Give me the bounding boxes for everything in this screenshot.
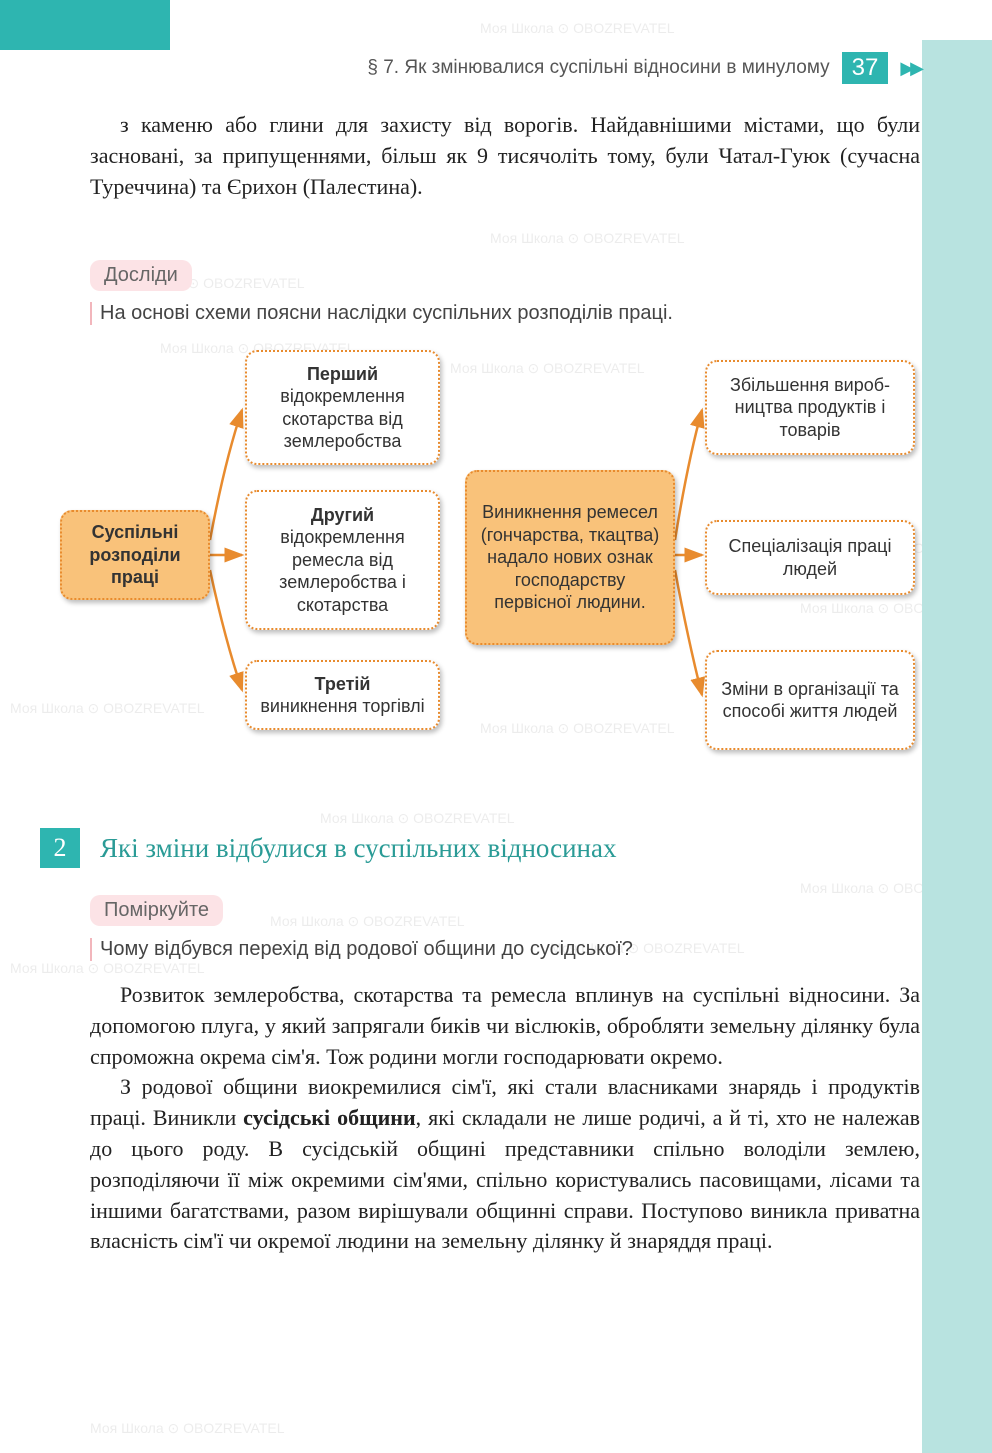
diagram-result3-box: Зміни в організації та способі життя люд…: [705, 650, 915, 750]
forward-arrows-icon: ▶▶: [900, 58, 920, 79]
diagram-third-text: виникнення торгівлі: [255, 695, 430, 718]
task-text-research: На основі схеми поясни наслідки суспільн…: [90, 302, 920, 325]
page-header: § 7. Як змінювалися суспільні відносини …: [200, 52, 920, 84]
task-label-think: Поміркуйте: [90, 895, 223, 926]
diagram-center-text: Виникнення реме­сел (гончарства, ткацтва…: [475, 501, 665, 614]
paragraph-2: Розвиток землеробства, скотарства та рем…: [90, 980, 920, 1257]
diagram-result2-box: Спеціалізація праці людей: [705, 520, 915, 595]
watermark: Моя Школа ⊙ OBOZREVATEL: [270, 913, 465, 930]
diagram-main-label: Суспільні розподіли праці: [70, 521, 200, 589]
diagram-third-box: Третій виникнення торгівлі: [245, 660, 440, 730]
diagram-third-title: Третій: [255, 673, 430, 696]
task-label-research: Досліди: [90, 260, 192, 291]
task-text-think: Чому відбувся перехід від родової общини…: [90, 938, 920, 961]
paragraph-2a-text: Розвиток землеробства, скотарства та рем…: [90, 980, 920, 1072]
diagram-center-box: Виникнення реме­сел (гончарства, ткацтва…: [465, 470, 675, 645]
diagram-main-box: Суспільні розподіли праці: [60, 510, 210, 600]
page-number: 37: [842, 52, 889, 84]
diagram-result3-text: Зміни в організації та способі життя люд…: [715, 678, 905, 723]
labor-division-diagram: Суспільні розподіли праці Перший відокре…: [60, 340, 940, 810]
section-2-heading: Які зміни відбулися в суспільних відноси…: [100, 833, 616, 864]
diagram-first-text: відокремлення скотарства від землеробств…: [255, 385, 430, 453]
section-title: § 7. Як змінювалися суспільні відносини …: [367, 57, 829, 79]
diagram-second-box: Другий відокремлення ремесла від землеро…: [245, 490, 440, 630]
diagram-second-text: відокремлення ремесла від землеробства і…: [255, 526, 430, 616]
diagram-result1-text: Збільшення вироб­ництва продуктів і това…: [715, 374, 905, 442]
diagram-result1-box: Збільшення вироб­ництва продуктів і това…: [705, 360, 915, 455]
paragraph-1: з каменю або глини для захисту від ворог…: [90, 110, 920, 202]
watermark: Моя Школа ⊙ OBOZREVATEL: [490, 230, 685, 247]
diagram-first-title: Перший: [255, 363, 430, 386]
section-number-badge: 2: [40, 828, 80, 868]
paragraph-1-text: з каменю або глини для захисту від ворог…: [90, 110, 920, 202]
section-2-heading-row: 2 Які зміни відбулися в суспільних відно…: [40, 828, 616, 868]
watermark: Моя Школа ⊙ OBOZREVATEL: [90, 1420, 285, 1437]
watermark: Моя Школа ⊙ OBOZREVATEL: [320, 810, 515, 827]
diagram-first-box: Перший відокремлення скотарства від земл…: [245, 350, 440, 465]
watermark: Моя Школа ⊙ OBOZREVATEL: [10, 960, 205, 977]
paragraph-2b-text: З родової общини виокремилися сім'ї, які…: [90, 1072, 920, 1257]
top-teal-accent: [0, 0, 170, 50]
watermark: Моя Школа ⊙ OBOZREVATEL: [480, 20, 675, 37]
diagram-second-title: Другий: [255, 504, 430, 527]
para2b-bold: сусідські общини: [243, 1105, 416, 1130]
diagram-result2-text: Спеціалізація праці людей: [715, 535, 905, 580]
